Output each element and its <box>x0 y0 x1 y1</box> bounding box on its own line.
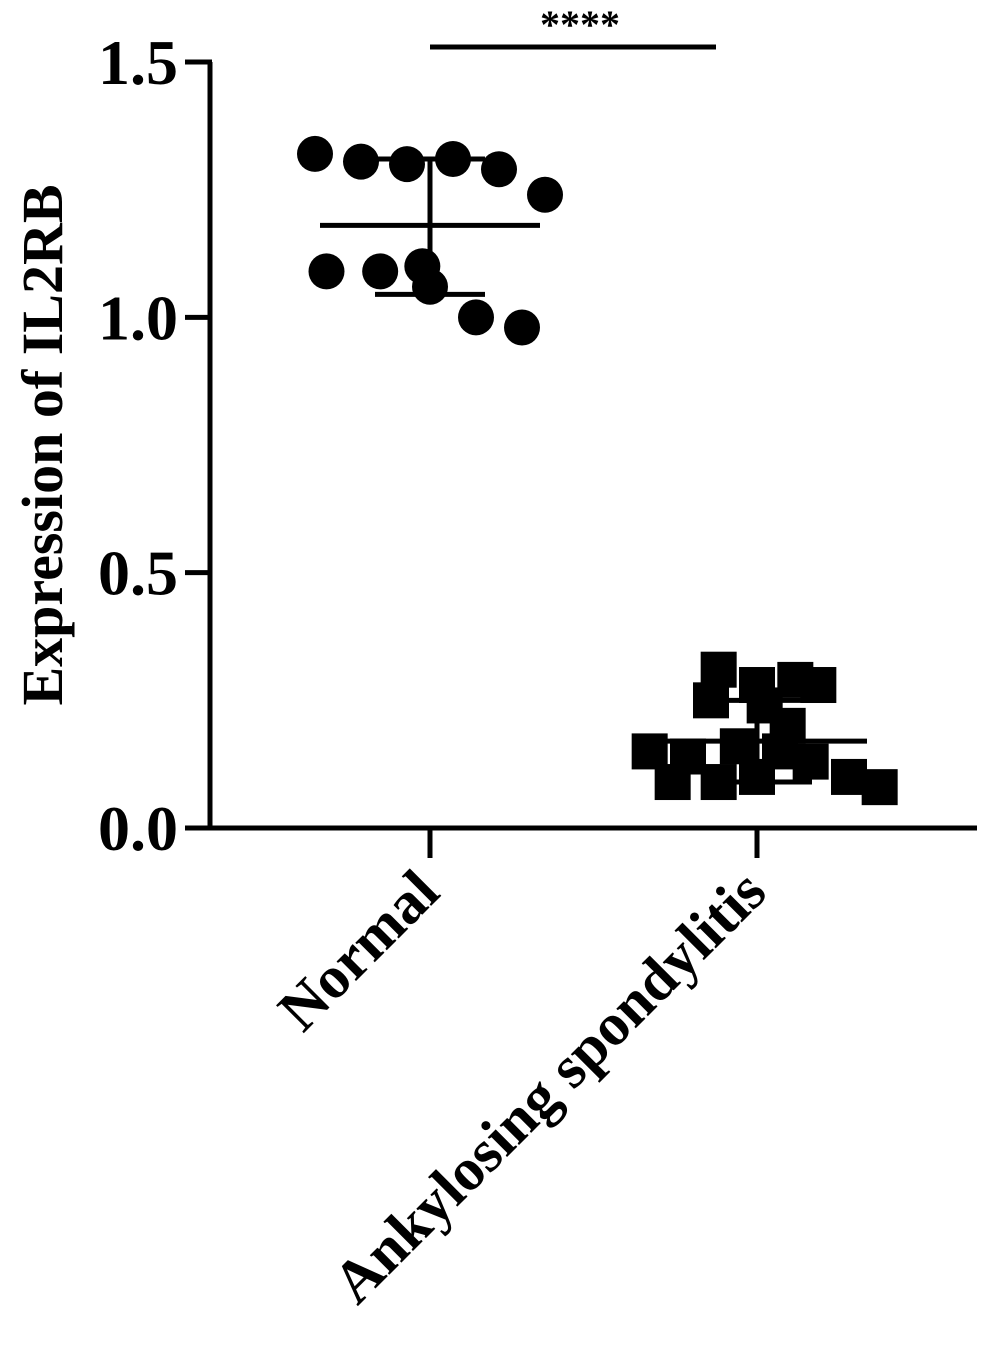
point-0-7 <box>362 253 399 290</box>
point-1-9 <box>719 728 756 765</box>
point-1-0 <box>700 651 737 688</box>
point-0-5 <box>527 176 563 213</box>
point-0-2 <box>389 146 425 183</box>
point-0-1 <box>343 143 379 180</box>
point-1-11 <box>654 764 691 801</box>
point-0-11 <box>504 309 540 346</box>
point-1-14 <box>792 743 829 780</box>
point-1-3 <box>800 667 837 704</box>
point-0-10 <box>458 299 494 336</box>
point-0-4 <box>481 151 517 188</box>
point-0-0 <box>297 135 333 172</box>
y-tick-label-0: 0.0 <box>98 793 178 864</box>
y-ticks: 0.0 0.5 1.0 1.5 <box>98 27 212 864</box>
y-tick-label-1: 0.5 <box>98 538 178 609</box>
x-category-label-0: Normal <box>265 858 451 1044</box>
significance-label: **** <box>540 2 620 47</box>
point-0-6 <box>308 253 345 290</box>
point-1-16 <box>861 769 898 806</box>
data-marks <box>297 135 898 806</box>
point-1-15 <box>831 758 867 795</box>
y-tick-label-2: 1.0 <box>98 282 178 353</box>
significance-annotation: **** <box>430 2 716 50</box>
y-tick-label-3: 1.5 <box>98 27 178 98</box>
y-axis-title: Expression of IL2RB <box>10 184 75 705</box>
mean-sd-bars <box>320 156 867 785</box>
